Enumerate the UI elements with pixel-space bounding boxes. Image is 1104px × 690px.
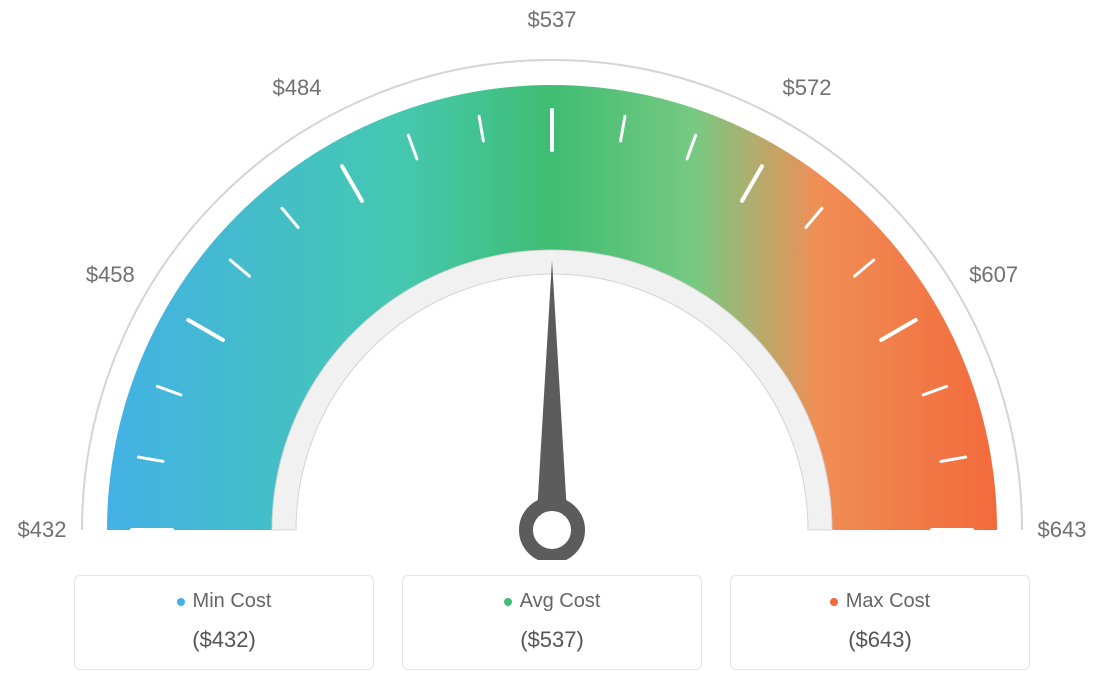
- dot-icon: [830, 598, 838, 606]
- gauge-svg: [0, 0, 1104, 560]
- gauge-tick-label: $458: [86, 262, 135, 288]
- legend-label-min: Min Cost: [193, 590, 272, 613]
- gauge-tick-label: $484: [273, 75, 322, 101]
- legend-value-max: ($643): [741, 627, 1019, 653]
- gauge-tick-label: $643: [1038, 517, 1087, 543]
- chart-container: $432 $458 $484 $537 $572 $607 $643 Min Cost ($…: [0, 0, 1104, 690]
- legend-title-max: Max Cost: [830, 590, 930, 613]
- legend-label-avg: Avg Cost: [520, 590, 601, 613]
- dot-icon: [177, 598, 185, 606]
- dot-icon: [504, 598, 512, 606]
- legend-box-avg: Avg Cost ($537): [402, 575, 702, 670]
- legend-label-max: Max Cost: [846, 590, 930, 613]
- gauge-tick-label: $607: [969, 262, 1018, 288]
- legend-value-min: ($432): [85, 627, 363, 653]
- legend-value-avg: ($537): [413, 627, 691, 653]
- gauge-tick-label: $432: [18, 517, 67, 543]
- legend-row: Min Cost ($432) Avg Cost ($537) Max Cost…: [0, 575, 1104, 670]
- gauge-chart: $432 $458 $484 $537 $572 $607 $643: [0, 0, 1104, 560]
- gauge-tick-label: $537: [528, 7, 577, 33]
- legend-title-min: Min Cost: [177, 590, 272, 613]
- legend-box-min: Min Cost ($432): [74, 575, 374, 670]
- gauge-tick-label: $572: [783, 75, 832, 101]
- legend-title-avg: Avg Cost: [504, 590, 601, 613]
- legend-box-max: Max Cost ($643): [730, 575, 1030, 670]
